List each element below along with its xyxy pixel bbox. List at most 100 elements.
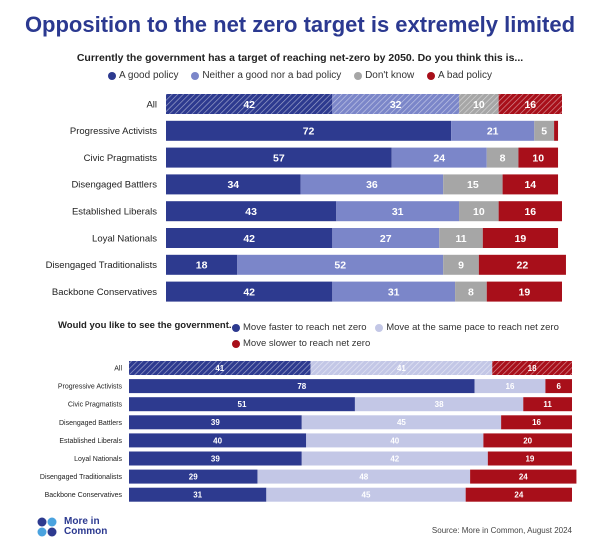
legend-swatch [354, 71, 363, 80]
bar-segment [534, 120, 555, 141]
bar-segment [257, 469, 471, 484]
category-label: Loyal Nationals [92, 233, 157, 244]
bar-segment [300, 174, 444, 195]
bar-segment [554, 120, 559, 141]
data-label: 19 [515, 233, 527, 245]
legend-item-faster: Move faster to reach net zero [232, 321, 367, 335]
bar-segment [166, 147, 392, 168]
bar-segment [487, 451, 572, 466]
data-label: 31 [388, 286, 400, 298]
data-label: 27 [380, 233, 392, 245]
legend-swatch [375, 324, 384, 332]
bar-segment [129, 451, 302, 466]
data-label: 51 [238, 400, 247, 409]
bar-segment [266, 487, 466, 502]
data-label: 41 [215, 364, 224, 373]
logo: More in Common [36, 517, 114, 537]
data-label: 21 [487, 126, 499, 138]
data-label: 20 [523, 436, 532, 445]
data-label: 10 [473, 206, 485, 218]
bar-segment [498, 201, 562, 222]
bar-segment [465, 487, 572, 502]
bar-segment [439, 228, 483, 248]
bar-segment [237, 254, 444, 275]
data-label: 10 [532, 152, 544, 164]
bar-segment [166, 120, 452, 141]
category-label: Progressive Activists [70, 126, 157, 137]
data-label: 16 [506, 382, 515, 391]
data-label: 10 [473, 99, 485, 111]
data-label: 38 [435, 400, 444, 409]
bar-segment [391, 147, 487, 168]
category-label: Progressive Activists [58, 384, 123, 391]
bar-segment [545, 379, 572, 394]
bar-segment [502, 174, 559, 195]
category-label: Established Liberals [72, 207, 157, 218]
legend-swatch [232, 340, 240, 348]
data-label: 34 [227, 179, 239, 191]
bar-segment [443, 174, 503, 195]
legend-1: A good policy Neither a good nor a bad p… [0, 70, 600, 83]
category-label: Established Liberals [59, 438, 122, 445]
category-label: Disengaged Battlers [71, 180, 157, 191]
data-label: 8 [500, 152, 506, 164]
legend-label: Neither a good nor a bad policy [202, 70, 342, 81]
logo-text: More in Common [64, 516, 108, 537]
legend-swatch [191, 71, 200, 80]
question-2-title: Would you like to see the government... [58, 320, 237, 331]
legend-item-slower: Move slower to reach net zero [232, 337, 370, 351]
bar-segment [455, 281, 487, 302]
category-label: All [146, 99, 157, 110]
bar-segment [129, 469, 258, 484]
legend-label: Move faster to reach net zero [243, 322, 367, 333]
data-label: 52 [334, 260, 346, 272]
data-label: 9 [458, 260, 464, 272]
data-label: 18 [196, 260, 208, 272]
category-label: Disengaged Traditionalists [46, 260, 158, 271]
legend-label: A good policy [119, 70, 179, 81]
data-label: 24 [514, 491, 523, 500]
data-label: 14 [524, 179, 536, 191]
data-label: 43 [245, 206, 257, 218]
source-note: Source: More in Common, August 2024 [431, 526, 572, 535]
category-label: Backbone Conservatives [45, 492, 123, 499]
data-label: 42 [243, 233, 255, 245]
legend-label: Don't know [365, 70, 415, 81]
data-label: 6 [556, 382, 561, 391]
legend-item-good: A good policy [108, 70, 179, 81]
category-label: All [114, 365, 122, 372]
bar-hatch [129, 361, 311, 375]
bar-segment [474, 379, 546, 394]
data-label: 24 [433, 152, 445, 164]
bar-segment [486, 147, 519, 168]
chart-2: All 41 41 18 Progressive Activists 78 16 6 Civic… [40, 361, 577, 502]
bar-segment [483, 433, 572, 448]
bar-segment [306, 433, 484, 448]
bar-segment [129, 487, 267, 502]
bar-segment [129, 379, 475, 394]
data-label: 11 [455, 233, 466, 245]
bar-segment [470, 469, 577, 484]
data-label: 57 [273, 152, 285, 164]
bar-segment [451, 120, 535, 141]
bar-hatch [492, 361, 572, 375]
bar-segment [166, 228, 333, 248]
data-label: 16 [524, 99, 536, 111]
data-label: 24 [519, 472, 528, 481]
data-label: 19 [519, 286, 531, 298]
data-label: 15 [467, 179, 479, 191]
bar-hatch [459, 94, 499, 114]
bar-segment [129, 397, 355, 412]
data-label: 29 [189, 472, 198, 481]
category-label: Disengaged Traditionalists [40, 474, 123, 481]
data-label: 39 [211, 454, 220, 463]
bar-segment [336, 201, 460, 222]
data-label: 42 [243, 286, 255, 298]
data-label: 16 [532, 418, 541, 427]
legend-label: Move slower to reach net zero [243, 338, 371, 349]
legend-item-same: Move at the same pace to reach net zero [375, 321, 559, 335]
chart-title: Opposition to the net zero target is ext… [24, 12, 576, 37]
bar-hatch [310, 361, 493, 375]
bar-hatch [498, 94, 562, 114]
